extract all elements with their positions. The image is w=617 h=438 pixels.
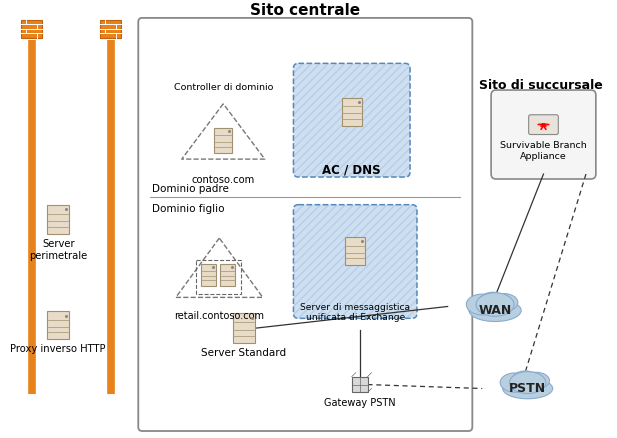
Ellipse shape [466,294,497,315]
Text: Survivable Branch
Appliance: Survivable Branch Appliance [500,141,587,160]
FancyBboxPatch shape [346,238,365,265]
Ellipse shape [479,293,506,309]
FancyBboxPatch shape [294,64,410,178]
Text: Dominio figlio: Dominio figlio [152,203,225,213]
FancyBboxPatch shape [201,265,216,286]
Ellipse shape [469,300,521,322]
Text: Sito di succursale: Sito di succursale [479,79,602,92]
FancyBboxPatch shape [352,377,368,392]
FancyBboxPatch shape [214,128,232,154]
Text: Server Standard: Server Standard [202,347,286,357]
FancyBboxPatch shape [342,99,362,126]
Text: Controller di dominio: Controller di dominio [173,83,273,92]
Text: retail.contoso.com: retail.contoso.com [175,311,264,321]
Ellipse shape [503,378,553,399]
Text: PSTN: PSTN [509,381,546,394]
Text: WAN: WAN [478,303,511,316]
Ellipse shape [500,373,530,392]
Ellipse shape [489,294,518,312]
FancyBboxPatch shape [491,91,596,180]
Text: Proxy inverso HTTP: Proxy inverso HTTP [10,343,106,353]
Ellipse shape [476,293,514,317]
Text: Gateway PSTN: Gateway PSTN [324,398,395,407]
Text: AC / DNS: AC / DNS [323,163,381,176]
Ellipse shape [513,371,538,386]
FancyBboxPatch shape [20,21,43,39]
FancyBboxPatch shape [220,265,234,286]
Text: contoso.com: contoso.com [192,175,255,185]
Text: Dominio padre: Dominio padre [152,184,229,194]
FancyBboxPatch shape [294,205,417,318]
Ellipse shape [522,372,550,389]
Ellipse shape [510,372,546,394]
FancyBboxPatch shape [48,205,69,235]
Text: Sito centrale: Sito centrale [251,3,360,18]
FancyBboxPatch shape [48,312,69,339]
FancyBboxPatch shape [529,116,558,135]
Text: Server di messaggistica
unificata di Exchange: Server di messaggistica unificata di Exc… [300,302,410,321]
FancyBboxPatch shape [233,314,255,343]
FancyBboxPatch shape [100,21,122,39]
FancyBboxPatch shape [138,19,473,431]
Text: Server
perimetrale: Server perimetrale [29,239,88,260]
